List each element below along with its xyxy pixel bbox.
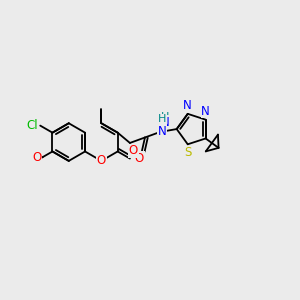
Text: H: H [158,114,166,124]
Text: H: H [161,112,170,122]
Text: N: N [201,105,210,118]
Text: N: N [183,99,192,112]
Text: O: O [135,152,144,165]
Text: S: S [184,146,191,159]
Text: O: O [32,151,42,164]
Text: N: N [158,124,166,137]
Text: N: N [161,116,170,128]
Text: O: O [129,144,138,157]
Text: O: O [97,154,106,167]
Text: Cl: Cl [27,119,38,132]
